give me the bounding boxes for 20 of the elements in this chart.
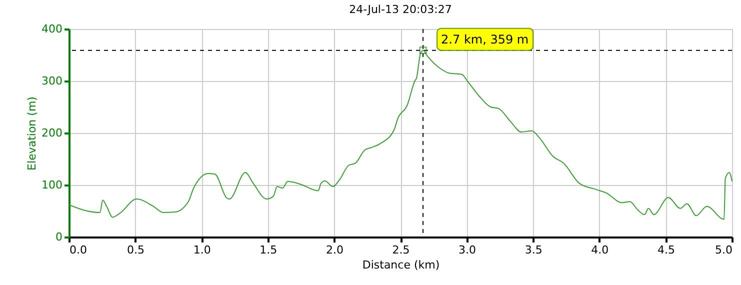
y-tick-label: 0 [56, 230, 62, 244]
y-tick-label: 400 [42, 22, 62, 36]
y-tick-label: 300 [42, 74, 62, 88]
y-tick-label: 200 [42, 126, 62, 140]
x-tick-label: 2.5 [392, 244, 410, 256]
annotation: 2.7 km, 359 m [441, 32, 529, 46]
x-axis-title: Distance (km) [362, 258, 440, 272]
x-tick-label: 2.0 [326, 244, 344, 256]
x-tick-label: 4.0 [591, 244, 609, 256]
y-axis-title: Elevation (m) [26, 96, 39, 170]
x-tick-label: 3.0 [458, 244, 476, 256]
x-tick-label: 4.5 [657, 244, 675, 256]
x-tick-label: 5.0 [715, 244, 732, 256]
x-tick-label: 0.0 [70, 244, 87, 256]
x-tick-label: 3.5 [524, 244, 542, 256]
chart-title: 24-Jul-13 20:03:27 [349, 3, 452, 16]
x-tick-label: 1.5 [260, 244, 278, 256]
x-tick-label: 0.5 [127, 244, 145, 256]
y-tick-label: 100 [42, 178, 62, 192]
x-tick-label: 1.0 [193, 244, 211, 256]
